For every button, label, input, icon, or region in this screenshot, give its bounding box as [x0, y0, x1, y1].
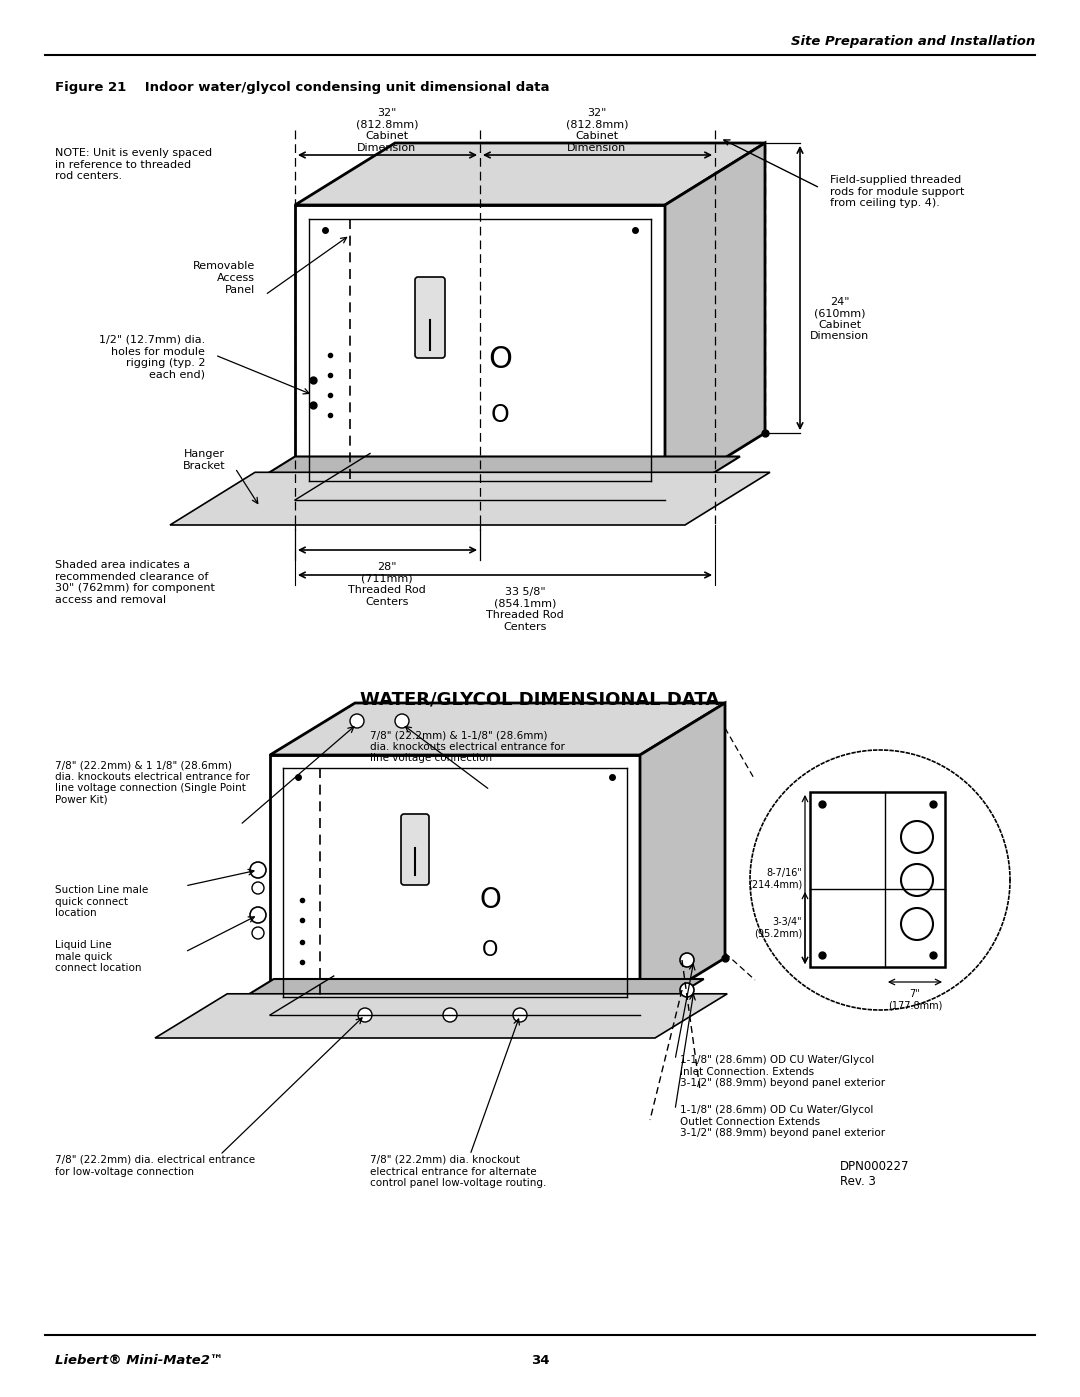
Polygon shape — [210, 979, 704, 1018]
Text: Field-supplied threaded
rods for module support
from ceiling typ. 4).: Field-supplied threaded rods for module … — [831, 175, 964, 208]
Polygon shape — [640, 703, 725, 1010]
Circle shape — [680, 983, 694, 997]
Circle shape — [357, 1009, 372, 1023]
Text: 8-7/16"
(214.4mm): 8-7/16" (214.4mm) — [747, 868, 802, 890]
Circle shape — [252, 928, 264, 939]
Text: 7"
(177.8mm): 7" (177.8mm) — [888, 989, 942, 1010]
Text: O: O — [488, 345, 512, 374]
Polygon shape — [270, 703, 725, 754]
Circle shape — [395, 714, 409, 728]
Text: 32"
(812.8mm)
Cabinet
Dimension: 32" (812.8mm) Cabinet Dimension — [355, 108, 418, 152]
Text: 7/8" (22.2mm) & 1-1/8" (28.6mm)
dia. knockouts electrical entrance for
line volt: 7/8" (22.2mm) & 1-1/8" (28.6mm) dia. kno… — [370, 731, 565, 763]
Circle shape — [249, 907, 266, 923]
Circle shape — [350, 714, 364, 728]
Text: WATER/GLYCOL DIMENSIONAL DATA: WATER/GLYCOL DIMENSIONAL DATA — [361, 692, 719, 710]
Text: 24"
(610mm)
Cabinet
Dimension: 24" (610mm) Cabinet Dimension — [810, 296, 869, 341]
Text: Removable
Access
Panel: Removable Access Panel — [192, 261, 255, 295]
Text: 1-1/8" (28.6mm) OD Cu Water/Glycol
Outlet Connection Extends
3-1/2" (88.9mm) bey: 1-1/8" (28.6mm) OD Cu Water/Glycol Outle… — [680, 1105, 886, 1139]
Polygon shape — [156, 993, 727, 1038]
FancyBboxPatch shape — [401, 814, 429, 886]
Circle shape — [901, 908, 933, 940]
Text: Figure 21    Indoor water/glycol condensing unit dimensional data: Figure 21 Indoor water/glycol condensing… — [55, 81, 550, 95]
Text: 1-1/8" (28.6mm) OD CU Water/Glycol
Inlet Connection. Extends
3-1/2" (88.9mm) bey: 1-1/8" (28.6mm) OD CU Water/Glycol Inlet… — [680, 1055, 886, 1088]
Text: 7/8" (22.2mm) & 1 1/8" (28.6mm)
dia. knockouts electrical entrance for
line volt: 7/8" (22.2mm) & 1 1/8" (28.6mm) dia. kno… — [55, 760, 249, 805]
Polygon shape — [665, 142, 765, 495]
Text: 3-3/4"
(95.2mm): 3-3/4" (95.2mm) — [754, 918, 802, 939]
Circle shape — [249, 862, 266, 877]
Text: 28"
(711mm)
Threaded Rod
Centers: 28" (711mm) Threaded Rod Centers — [348, 562, 426, 606]
Text: Hanger
Bracket: Hanger Bracket — [183, 450, 225, 471]
Circle shape — [443, 1009, 457, 1023]
Circle shape — [680, 953, 694, 967]
FancyBboxPatch shape — [810, 792, 945, 967]
Text: O: O — [480, 886, 501, 914]
Polygon shape — [220, 457, 740, 503]
Text: O: O — [482, 940, 498, 960]
Circle shape — [901, 863, 933, 895]
Text: 34: 34 — [530, 1354, 550, 1366]
Circle shape — [252, 882, 264, 894]
Text: Site Preparation and Installation: Site Preparation and Installation — [791, 35, 1035, 49]
Text: 7/8" (22.2mm) dia. knockout
electrical entrance for alternate
control panel low-: 7/8" (22.2mm) dia. knockout electrical e… — [370, 1155, 546, 1189]
Polygon shape — [295, 142, 765, 205]
Text: 33 5/8"
(854.1mm)
Threaded Rod
Centers: 33 5/8" (854.1mm) Threaded Rod Centers — [486, 587, 564, 631]
Text: DPN000227
Rev. 3: DPN000227 Rev. 3 — [840, 1160, 909, 1187]
Text: 32"
(812.8mm)
Cabinet
Dimension: 32" (812.8mm) Cabinet Dimension — [566, 108, 629, 152]
Text: 7/8" (22.2mm) dia. electrical entrance
for low-voltage connection: 7/8" (22.2mm) dia. electrical entrance f… — [55, 1155, 255, 1176]
Polygon shape — [170, 472, 770, 525]
Polygon shape — [295, 205, 665, 495]
Text: O: O — [490, 402, 510, 427]
Text: NOTE: Unit is evenly spaced
in reference to threaded
rod centers.: NOTE: Unit is evenly spaced in reference… — [55, 148, 212, 182]
FancyBboxPatch shape — [415, 277, 445, 358]
Circle shape — [513, 1009, 527, 1023]
Circle shape — [901, 821, 933, 854]
Text: Shaded area indicates a
recommended clearance of
30" (762mm) for component
acces: Shaded area indicates a recommended clea… — [55, 560, 215, 605]
Text: 1/2" (12.7mm) dia.
holes for module
rigging (typ. 2
each end): 1/2" (12.7mm) dia. holes for module rigg… — [98, 335, 205, 380]
Polygon shape — [270, 754, 640, 1010]
Text: Liquid Line
male quick
connect location: Liquid Line male quick connect location — [55, 940, 141, 974]
Text: Liebert® Mini-Mate2™: Liebert® Mini-Mate2™ — [55, 1354, 224, 1366]
Text: Suction Line male
quick connect
location: Suction Line male quick connect location — [55, 886, 148, 918]
